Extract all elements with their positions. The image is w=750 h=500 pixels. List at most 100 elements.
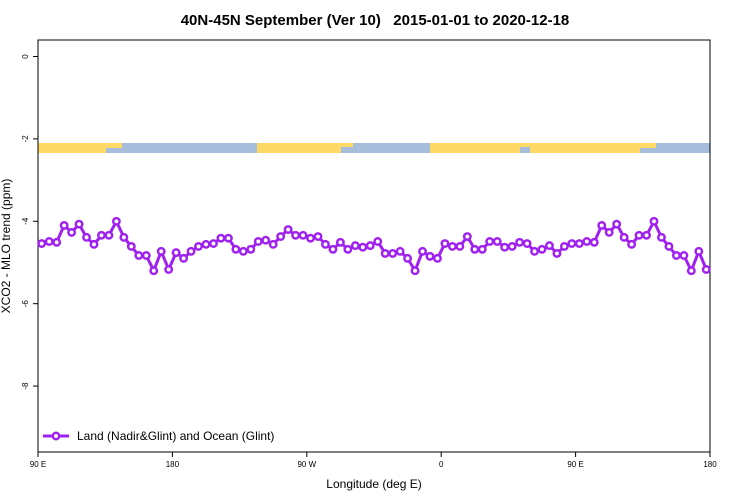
data-point (664, 241, 674, 251)
x-tick-label: 90 E (567, 460, 583, 469)
data-point (604, 227, 614, 237)
land-strip (257, 143, 341, 153)
legend: Land (Nadir&Glint) and Ocean (Glint) (43, 429, 274, 443)
data-point (365, 241, 375, 251)
data-point (298, 230, 308, 240)
data-point (485, 237, 495, 246)
y-tick-label: -8 (21, 382, 30, 390)
y-tick-label: -4 (21, 217, 30, 225)
data-point (111, 216, 121, 226)
land-strip (106, 143, 122, 148)
data-point (388, 248, 398, 258)
data-point (522, 239, 532, 248)
data-point (306, 233, 315, 243)
data-point (589, 237, 599, 247)
data-point (582, 237, 592, 246)
land-strip (38, 143, 106, 153)
data-point (574, 239, 584, 248)
data-point (246, 244, 256, 254)
data-point (530, 246, 539, 256)
land-strip (341, 143, 353, 147)
land-strip (530, 143, 640, 153)
data-point (141, 251, 151, 260)
data-point (627, 239, 637, 249)
data-point (686, 266, 696, 276)
data-point (97, 230, 106, 240)
data-point (44, 237, 54, 246)
data-point (455, 241, 465, 251)
y-tick-label: 0 (21, 54, 30, 59)
data-point (477, 244, 487, 254)
x-tick-label: 90 W (297, 460, 316, 469)
data-point (59, 220, 69, 230)
legend-marker (51, 431, 61, 441)
data-point (74, 219, 84, 229)
data-point (261, 235, 271, 245)
land-strip (520, 143, 530, 147)
data-point (156, 246, 166, 256)
data-point (552, 248, 562, 258)
data-point (313, 232, 323, 241)
data-point (701, 265, 711, 274)
ocean-strip (38, 143, 710, 153)
data-point (179, 253, 189, 263)
data-point (634, 230, 644, 240)
data-point (253, 237, 263, 246)
land-strip (430, 143, 520, 153)
data-point (559, 241, 569, 251)
data-point (216, 233, 226, 243)
data-point (276, 232, 286, 241)
data-point (679, 251, 689, 260)
data-point (657, 232, 666, 242)
data-point (223, 233, 233, 243)
x-tick-label: 90 E (30, 460, 46, 469)
data-point (597, 220, 607, 230)
data-point (343, 244, 353, 254)
data-point (194, 241, 203, 251)
data-point (447, 241, 457, 251)
data-point (335, 237, 345, 247)
data-point (358, 242, 368, 252)
data-point (321, 239, 330, 249)
y-tick-label: -6 (21, 300, 30, 308)
data-point (373, 237, 383, 246)
data-point (149, 266, 159, 276)
data-point (433, 253, 442, 263)
plot-frame (37, 39, 711, 453)
x-tick-label: 0 (439, 460, 444, 469)
data-point (694, 246, 704, 256)
data-point (492, 237, 502, 246)
data-point (470, 244, 480, 254)
data-point (238, 246, 248, 256)
data-point (231, 244, 241, 254)
x-axis-label: Longitude (deg E) (326, 477, 421, 491)
y-tick-label: -2 (21, 135, 30, 143)
data-point (201, 239, 211, 249)
data-point (291, 230, 301, 240)
data-point (567, 239, 577, 248)
data-point (67, 227, 77, 237)
data-point (440, 239, 450, 248)
data-point (209, 239, 218, 248)
data-point (619, 232, 629, 242)
data-point (164, 265, 174, 274)
data-point (642, 230, 651, 240)
legend-label: Land (Nadir&Glint) and Ocean (Glint) (77, 429, 274, 443)
data-point (418, 246, 427, 256)
data-point (410, 266, 420, 276)
data-point (134, 251, 144, 260)
land-ocean-strip (38, 143, 710, 153)
data-point (515, 237, 525, 247)
data-point (52, 237, 62, 247)
data-point (328, 244, 338, 254)
data-point (89, 239, 99, 249)
data-point (350, 241, 360, 251)
data-point (507, 241, 517, 251)
data-point (545, 241, 554, 251)
data-point (612, 219, 622, 229)
data-point (283, 225, 293, 234)
data-point (380, 248, 390, 258)
data-point (171, 248, 181, 258)
data-point (537, 244, 547, 254)
